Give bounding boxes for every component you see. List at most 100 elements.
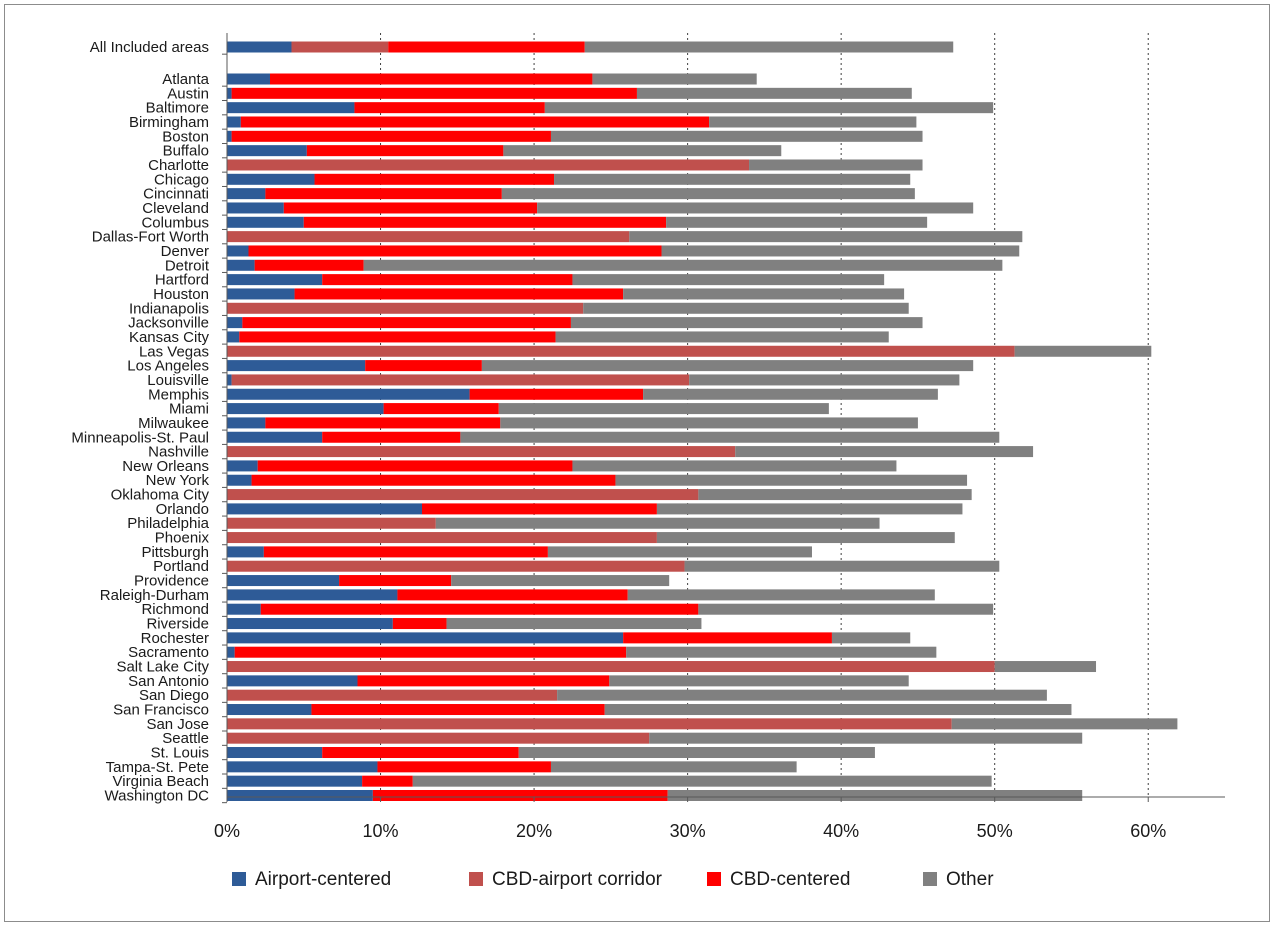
bar-cbd-centered [354,102,545,114]
bar-cbd-centered [362,775,413,787]
bar-cbd-centered [388,41,585,53]
category-label: Los Angeles [127,358,209,375]
legend: Airport-centered CBD-airport corridor CBD-… [232,869,994,890]
bar-other [550,130,923,142]
bar-other [629,231,1023,243]
bar-cbd-airport-corridor [227,489,699,501]
bar-airport-centered [227,288,295,300]
bar-cbd-airport-corridor [231,374,690,386]
bar-other [583,302,909,314]
bar-other [451,575,670,587]
bar-other [735,446,1034,458]
bar-airport-centered [227,747,323,759]
category-label: St. Louis [151,745,209,762]
legend-swatch [232,872,246,886]
bar-airport-centered [227,317,243,329]
bar-airport-centered [227,460,258,472]
bar-cbd-centered [372,790,668,801]
bar-other [615,474,968,486]
bar-airport-centered [227,173,315,185]
bar-airport-centered [227,575,340,587]
bar-other [709,116,917,128]
bar-airport-centered [227,360,366,372]
bar-airport-centered [227,331,240,343]
bar-other [518,747,875,759]
bar-cbd-centered [339,575,452,587]
category-label: Virginia Beach [113,773,209,790]
bar-cbd-centered [283,202,538,214]
category-label: Hartford [155,272,209,289]
bar-cbd-airport-corridor [227,732,650,744]
bar-other [557,689,1047,701]
category-label: Denver [161,243,209,260]
category-label: Detroit [165,257,210,274]
bar-cbd-airport-corridor [227,560,685,572]
bar-airport-centered [227,632,624,644]
bar-cbd-centered [265,417,501,429]
legend-label: Other [946,869,994,890]
bar-other [503,145,782,157]
bar-airport-centered [227,73,270,85]
bar-cbd-centered [257,460,573,472]
bar-cbd-centered [383,403,499,415]
category-label: Louisville [147,372,209,389]
bar-cbd-centered [234,646,627,658]
bar-airport-centered [227,417,266,429]
x-tick-label: 30% [670,821,706,841]
category-label: Riverside [146,616,209,633]
bars [227,41,1178,801]
category-label: Phoenix [155,530,210,547]
bar-other [666,216,928,228]
category-label: Oklahoma City [111,487,210,504]
x-tick-label: 10% [363,821,399,841]
bar-cbd-centered [306,145,504,157]
bar-cbd-centered [311,704,605,716]
category-label: Raleigh-Durham [100,587,209,604]
axes [222,33,1225,804]
bar-cbd-airport-corridor [227,231,630,243]
bar-other [667,790,1083,801]
category-label: Jacksonville [128,315,209,332]
bar-airport-centered [227,603,261,615]
bar-airport-centered [227,374,232,386]
category-label: Portland [153,558,209,575]
x-tick-labels: 0% 10% 20% 30% 40% 50% 60% [214,821,1166,841]
category-label: Dallas-Fort Worth [92,229,209,246]
bar-other [656,503,963,515]
legend-swatch [923,872,937,886]
bar-other [689,374,960,386]
bar-cbd-centered [260,603,699,615]
bar-cbd-airport-corridor [227,689,558,701]
bar-other [446,618,702,630]
bar-other [555,331,889,343]
category-label: Pittsburgh [141,544,209,561]
category-label: Birmingham [129,114,209,131]
category-label: Boston [162,128,209,145]
bar-cbd-centered [322,274,573,286]
bar-other [547,546,812,558]
category-label: Houston [153,286,209,303]
bar-other [609,675,909,687]
bar-other [550,761,797,773]
x-tick-label: 50% [977,821,1013,841]
bar-cbd-centered [322,431,461,443]
category-label: Philadelphia [127,515,209,532]
bar-cbd-airport-corridor [291,41,389,53]
bar-cbd-centered [397,589,628,601]
bar-other [698,603,994,615]
bar-airport-centered [227,259,255,271]
bar-cbd-centered [248,245,662,257]
bar-other [544,102,994,114]
category-label: New Orleans [122,458,209,475]
bar-airport-centered [227,102,355,114]
category-label: Chicago [154,171,209,188]
bar-other [643,388,938,400]
bar-cbd-airport-corridor [227,517,436,529]
category-label: Nashville [148,444,209,461]
bar-cbd-airport-corridor [227,345,1015,357]
bar-airport-centered [227,704,312,716]
bar-cbd-airport-corridor [227,532,657,544]
bar-other [636,87,912,99]
category-label: San Antonio [128,673,209,690]
bar-other [698,489,972,501]
